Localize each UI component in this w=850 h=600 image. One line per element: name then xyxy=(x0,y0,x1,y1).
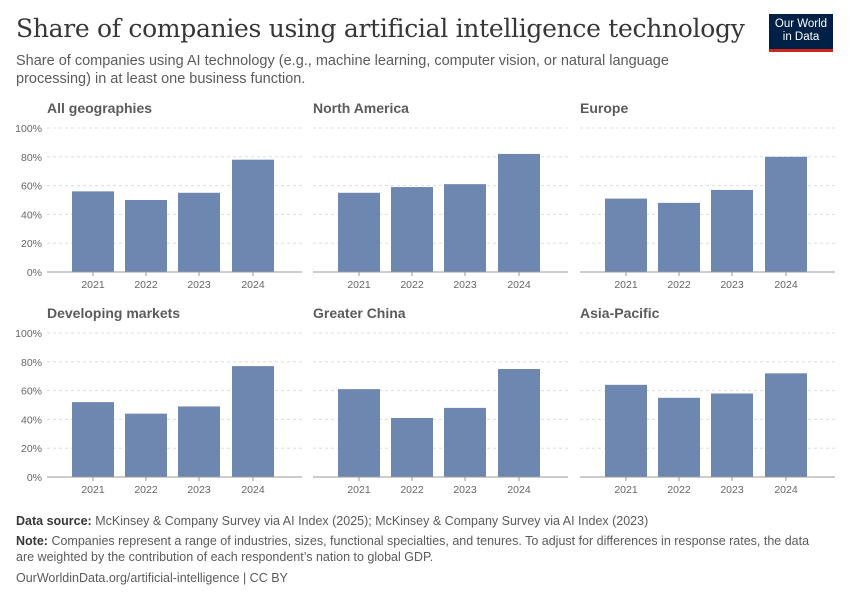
x-tick-label: 2022 xyxy=(400,279,424,291)
bar[interactable] xyxy=(72,402,114,477)
x-tick-label: 2021 xyxy=(614,484,638,496)
note: Note: Companies represent a range of ind… xyxy=(16,533,816,565)
panel-title: Europe xyxy=(580,100,629,116)
x-tick-label: 2022 xyxy=(134,484,158,496)
y-tick-label: 40% xyxy=(21,414,42,426)
y-tick-label: 100% xyxy=(15,123,42,135)
y-tick-label: 0% xyxy=(27,472,42,484)
bar[interactable] xyxy=(178,192,220,272)
chart-subtitle: Share of companies using AI technology (… xyxy=(16,53,669,87)
bar[interactable] xyxy=(391,187,433,272)
y-tick-label: 100% xyxy=(15,328,42,340)
x-tick-label: 2023 xyxy=(720,279,744,291)
x-tick-label: 2021 xyxy=(81,484,105,496)
y-tick-label: 60% xyxy=(21,386,42,398)
bar[interactable] xyxy=(711,393,753,477)
bar[interactable] xyxy=(444,407,486,477)
x-tick-label: 2021 xyxy=(347,484,371,496)
x-tick-label: 2024 xyxy=(507,484,531,496)
x-tick-label: 2023 xyxy=(720,484,744,496)
y-tick-label: 80% xyxy=(21,152,42,164)
x-tick-label: 2023 xyxy=(453,279,477,291)
y-tick-label: 60% xyxy=(21,181,42,193)
bar[interactable] xyxy=(605,384,647,477)
source-label: Data source: xyxy=(16,514,92,528)
panel-title: Developing markets xyxy=(47,305,181,321)
bar[interactable] xyxy=(765,373,807,477)
x-tick-label: 2024 xyxy=(241,484,265,496)
bar[interactable] xyxy=(178,406,220,477)
bar[interactable] xyxy=(391,417,433,477)
x-tick-label: 2023 xyxy=(187,279,211,291)
bar[interactable] xyxy=(338,192,380,272)
y-tick-label: 80% xyxy=(21,357,42,369)
logo-line2: in Data xyxy=(782,31,820,43)
chart-title: Share of companies using artificial inte… xyxy=(16,14,745,43)
bar[interactable] xyxy=(498,153,540,272)
y-tick-label: 40% xyxy=(21,209,42,221)
x-tick-label: 2024 xyxy=(507,279,531,291)
x-tick-label: 2022 xyxy=(400,484,424,496)
bar[interactable] xyxy=(498,369,540,477)
panel-title: North America xyxy=(313,100,409,116)
x-tick-label: 2021 xyxy=(614,279,638,291)
panel-title: All geographies xyxy=(47,100,153,116)
owid-logo[interactable]: Our World in Data xyxy=(769,14,833,52)
bar[interactable] xyxy=(444,184,486,272)
x-tick-label: 2022 xyxy=(667,484,691,496)
bar[interactable] xyxy=(765,156,807,272)
note-text: Companies represent a range of industrie… xyxy=(16,534,810,564)
y-tick-label: 20% xyxy=(21,443,42,455)
panel-title: Greater China xyxy=(313,305,406,321)
bar[interactable] xyxy=(605,198,647,272)
bar[interactable] xyxy=(232,366,274,477)
bar[interactable] xyxy=(232,159,274,272)
x-tick-label: 2024 xyxy=(774,279,798,291)
x-tick-label: 2023 xyxy=(187,484,211,496)
x-tick-label: 2022 xyxy=(134,279,158,291)
note-label: Note: xyxy=(16,534,48,548)
bar[interactable] xyxy=(338,389,380,477)
x-tick-label: 2021 xyxy=(81,279,105,291)
y-tick-label: 0% xyxy=(27,267,42,279)
y-tick-label: 20% xyxy=(21,238,42,250)
x-tick-label: 2024 xyxy=(774,484,798,496)
bar[interactable] xyxy=(658,202,700,272)
bar[interactable] xyxy=(125,200,167,272)
x-tick-label: 2021 xyxy=(347,279,371,291)
x-tick-label: 2023 xyxy=(453,484,477,496)
bar[interactable] xyxy=(125,413,167,477)
bar[interactable] xyxy=(72,191,114,272)
source-text: McKinsey & Company Survey via AI Index (… xyxy=(95,514,649,528)
bar[interactable] xyxy=(711,189,753,272)
data-source: Data source: McKinsey & Company Survey v… xyxy=(16,513,816,529)
bar[interactable] xyxy=(658,397,700,477)
footer-url[interactable]: OurWorldinData.org/artificial-intelligen… xyxy=(16,571,288,585)
logo-line1: Our World xyxy=(774,18,828,30)
x-tick-label: 2024 xyxy=(241,279,265,291)
x-tick-label: 2022 xyxy=(667,279,691,291)
panel-title: Asia-Pacific xyxy=(580,305,660,321)
